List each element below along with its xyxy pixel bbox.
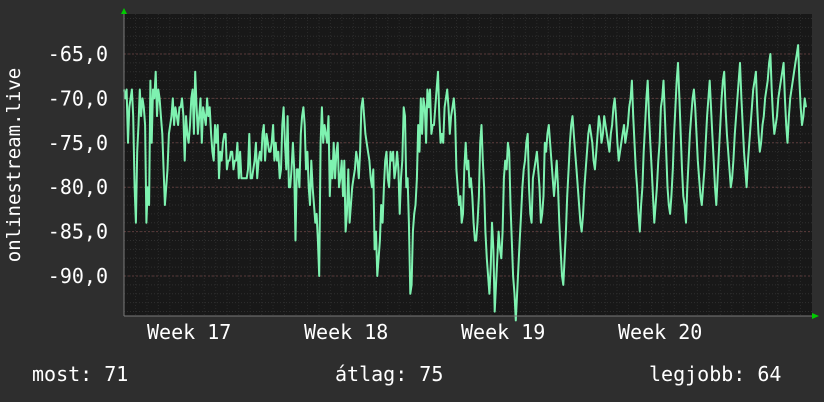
stat-current: most: 71 <box>32 362 129 386</box>
x-tick-label: Week 17 <box>147 320 231 344</box>
y-axis-arrow-icon <box>121 8 127 14</box>
x-axis-arrow-icon <box>812 313 819 319</box>
y-axis-label: onlinestream.live <box>3 68 25 262</box>
x-tick-label: Week 19 <box>461 320 545 344</box>
y-tick-label: -65,0 <box>48 42 108 66</box>
y-tick-label: -75,0 <box>48 131 108 155</box>
stat-average: átlag: 75 <box>335 362 444 386</box>
x-axis-ticks: Week 17 Week 18 Week 19 Week 20 <box>147 320 702 344</box>
y-tick-label: -90,0 <box>48 264 108 288</box>
y-axis-ticks: -65,0 -70,0 -75,0 -80,0 -85,0 -90,0 <box>48 42 108 288</box>
major-grid <box>124 53 812 277</box>
series-line <box>123 44 807 322</box>
stat-best: legjobb: 64 <box>649 362 782 386</box>
y-tick-label: -70,0 <box>48 86 108 110</box>
x-tick-label: Week 18 <box>304 320 388 344</box>
x-tick-label: Week 20 <box>618 320 702 344</box>
y-tick-label: -80,0 <box>48 175 108 199</box>
y-tick-label: -85,0 <box>48 220 108 244</box>
